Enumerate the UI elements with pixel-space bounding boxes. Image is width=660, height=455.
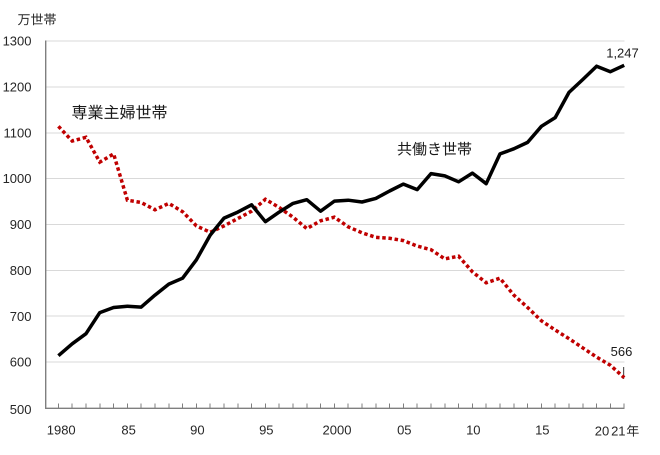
- svg-text:1200: 1200: [3, 80, 32, 95]
- svg-text:566: 566: [611, 344, 633, 359]
- svg-text:1,247: 1,247: [606, 46, 639, 61]
- svg-text:500: 500: [10, 402, 32, 417]
- svg-text:21: 21: [611, 424, 625, 439]
- svg-text:600: 600: [10, 355, 32, 370]
- svg-text:2000: 2000: [323, 422, 352, 437]
- svg-text:10: 10: [466, 422, 480, 437]
- svg-text:20: 20: [595, 424, 609, 439]
- svg-text:1100: 1100: [4, 125, 32, 140]
- svg-text:900: 900: [10, 217, 32, 232]
- svg-text:800: 800: [10, 263, 32, 278]
- svg-text:1300: 1300: [3, 34, 32, 49]
- svg-text:700: 700: [10, 309, 32, 324]
- svg-text:90: 90: [190, 422, 204, 437]
- svg-text:85: 85: [121, 422, 135, 437]
- svg-text:95: 95: [259, 422, 273, 437]
- svg-text:15: 15: [535, 422, 549, 437]
- svg-text:1980: 1980: [47, 422, 76, 437]
- svg-text:1000: 1000: [3, 171, 32, 186]
- svg-text:05: 05: [397, 422, 411, 437]
